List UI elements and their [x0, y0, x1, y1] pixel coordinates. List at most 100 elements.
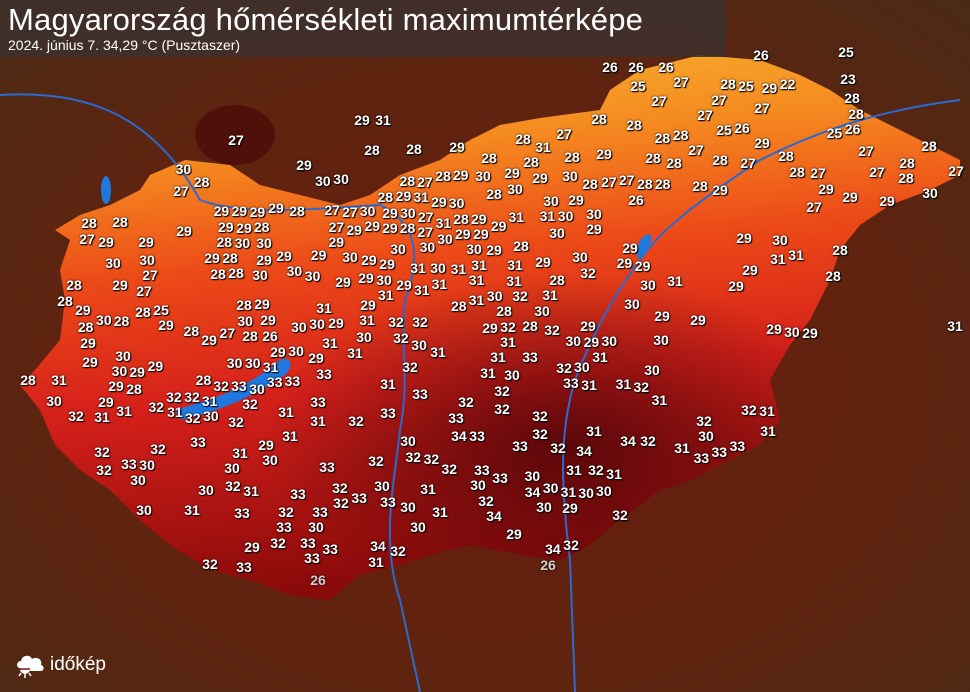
temperature-label: 28: [496, 303, 512, 320]
temperature-label: 33: [322, 541, 338, 557]
temperature-label: 29: [754, 135, 770, 151]
temperature-label: 32: [228, 414, 244, 430]
hot-zone: [20, 55, 960, 600]
temperature-label: 28: [135, 304, 151, 320]
temperature-label: 31: [410, 260, 426, 276]
temperature-label: 30: [226, 355, 243, 371]
temperature-label: 29: [634, 258, 651, 274]
temperature-label: 29: [236, 219, 252, 236]
temperature-label: 30: [249, 380, 265, 397]
temperature-label: 29: [158, 317, 174, 334]
temperature-label: 30: [400, 499, 416, 515]
temperature-label: 30: [562, 168, 578, 184]
temperature-label: 28: [637, 176, 653, 193]
temperature-label: 32: [225, 478, 241, 494]
temperature-label: 28: [712, 152, 728, 168]
lake-neusiedl: [101, 176, 111, 204]
temperature-label: 32: [368, 453, 384, 469]
idokep-logo: időkép: [16, 652, 106, 678]
temperature-label: 31: [586, 423, 602, 439]
temperature-label: 28: [515, 131, 531, 147]
temperature-label: 29: [310, 247, 327, 263]
temperature-label: 32: [348, 413, 364, 429]
temperature-label: 25: [826, 125, 843, 141]
temperature-label: 29: [568, 192, 584, 209]
temperature-label: 30: [356, 329, 372, 346]
temperature-label: 30: [772, 232, 788, 248]
temperature-label: 29: [842, 189, 858, 205]
temperature-label: 31: [380, 376, 396, 392]
temperature-label: 27: [79, 230, 95, 247]
temperature-label: 26: [844, 121, 861, 137]
temperature-label: 31: [322, 335, 338, 351]
temperature-label: 30: [203, 408, 219, 425]
temperature-label: 28: [450, 298, 467, 314]
temperature-label: 32: [550, 440, 566, 456]
temperature-label: 31: [560, 484, 577, 500]
temperature-label: 33: [284, 373, 301, 389]
temperature-label: 26: [628, 191, 644, 208]
temperature-label: 30: [198, 482, 214, 498]
temperature-label: 28: [193, 174, 210, 190]
temperature-label: 28: [654, 130, 671, 146]
temperature-label: 30: [376, 272, 392, 289]
temperature-label: 28: [549, 271, 565, 288]
temperature-label: 28: [832, 242, 848, 258]
temperature-label: 30: [430, 260, 446, 277]
temperature-label: 27: [417, 224, 433, 241]
temperature-label: 30: [572, 249, 588, 266]
temperature-label: 29: [276, 247, 292, 264]
temperature-label: 29: [622, 239, 638, 256]
temperature-label: 29: [736, 230, 752, 246]
temperature-label: 28: [481, 150, 497, 166]
temperature-label: 28: [57, 293, 73, 309]
page-title: Magyarország hőmérsékleti maximumtérképe: [8, 2, 644, 37]
temperature-label: 29: [728, 278, 744, 294]
temperature-label: 30: [390, 241, 406, 258]
temperature-label: 32: [580, 264, 596, 281]
temperature-label: 27: [219, 325, 236, 341]
temperature-label: 27: [711, 91, 727, 108]
temperature-label: 30: [400, 204, 416, 221]
temperature-label: 29: [268, 200, 284, 216]
temperature-label: 28: [435, 168, 451, 184]
lake-balaton: [175, 358, 291, 420]
temperature-label: 28: [77, 319, 94, 335]
temperature-label: 32: [184, 410, 201, 426]
temperature-label: 26: [602, 59, 618, 75]
temperature-label: 33: [351, 490, 367, 506]
temperature-label: 32: [405, 448, 422, 465]
temperature-label: 29: [80, 335, 96, 351]
temperature-label: 32: [633, 379, 650, 395]
temperature-label: 32: [278, 503, 294, 520]
temperature-label: 28: [126, 380, 142, 397]
temperature-label: 28: [216, 234, 233, 251]
temperature-label: 30: [475, 168, 491, 184]
temperature-label: 29: [580, 317, 596, 334]
temperature-label: 31: [435, 215, 452, 231]
temperature-label: 28: [377, 189, 394, 206]
temperature-label: 27: [688, 142, 704, 158]
temperature-label: 31: [947, 318, 963, 334]
temperature-label: 30: [136, 502, 152, 518]
temperature-label: 29: [742, 262, 758, 278]
temperature-label: 29: [98, 234, 114, 250]
temperature-label: 30: [543, 192, 559, 209]
temperature-label: 34: [451, 428, 467, 444]
temperature-label: 28: [406, 141, 422, 157]
temperature-label: 31: [310, 413, 326, 429]
temperature-label: 31: [51, 372, 67, 388]
subtitle-max-record: 2024. június 7. 34,29 °C (Pusztaszer): [8, 37, 241, 53]
temperature-label: 32: [270, 534, 286, 551]
temperature-label: 31: [500, 333, 516, 350]
temperature-label: 31: [592, 349, 608, 366]
temperature-label: 32: [202, 556, 218, 572]
temperature-label: 31: [431, 275, 448, 292]
temperature-label: 31: [651, 392, 668, 408]
temperature-label: 29: [98, 393, 114, 410]
temperature-label: 29: [690, 312, 706, 328]
temperature-label: 31: [167, 404, 183, 421]
temperature-label: 29: [249, 203, 266, 220]
temperature-label: 26: [658, 58, 674, 75]
temperature-label: 31: [606, 466, 622, 482]
